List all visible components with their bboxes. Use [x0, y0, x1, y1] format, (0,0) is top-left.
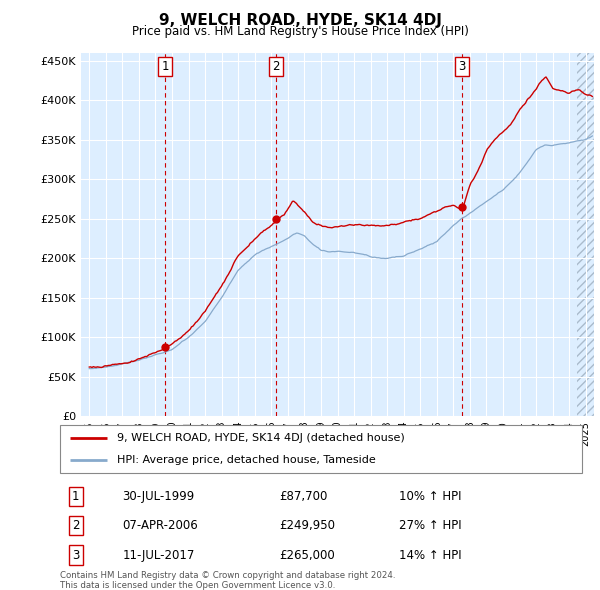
Bar [577, 53, 594, 416]
Text: 2: 2 [272, 60, 280, 73]
Text: 3: 3 [458, 60, 466, 73]
Text: 3: 3 [72, 549, 79, 562]
Text: 11-JUL-2017: 11-JUL-2017 [122, 549, 195, 562]
Text: Contains HM Land Registry data © Crown copyright and database right 2024.
This d: Contains HM Land Registry data © Crown c… [60, 571, 395, 590]
Text: £265,000: £265,000 [279, 549, 335, 562]
Text: Price paid vs. HM Land Registry's House Price Index (HPI): Price paid vs. HM Land Registry's House … [131, 25, 469, 38]
Text: HPI: Average price, detached house, Tameside: HPI: Average price, detached house, Tame… [118, 455, 376, 465]
Text: 9, WELCH ROAD, HYDE, SK14 4DJ: 9, WELCH ROAD, HYDE, SK14 4DJ [158, 13, 442, 28]
Text: £87,700: £87,700 [279, 490, 328, 503]
Text: 14% ↑ HPI: 14% ↑ HPI [400, 549, 462, 562]
Text: 07-APR-2006: 07-APR-2006 [122, 519, 199, 532]
Text: 1: 1 [161, 60, 169, 73]
Text: £249,950: £249,950 [279, 519, 335, 532]
Text: 10% ↑ HPI: 10% ↑ HPI [400, 490, 462, 503]
Text: 30-JUL-1999: 30-JUL-1999 [122, 490, 195, 503]
Text: 9, WELCH ROAD, HYDE, SK14 4DJ (detached house): 9, WELCH ROAD, HYDE, SK14 4DJ (detached … [118, 433, 405, 443]
FancyBboxPatch shape [60, 425, 582, 473]
Text: 27% ↑ HPI: 27% ↑ HPI [400, 519, 462, 532]
Text: 1: 1 [72, 490, 79, 503]
Text: 2: 2 [72, 519, 79, 532]
